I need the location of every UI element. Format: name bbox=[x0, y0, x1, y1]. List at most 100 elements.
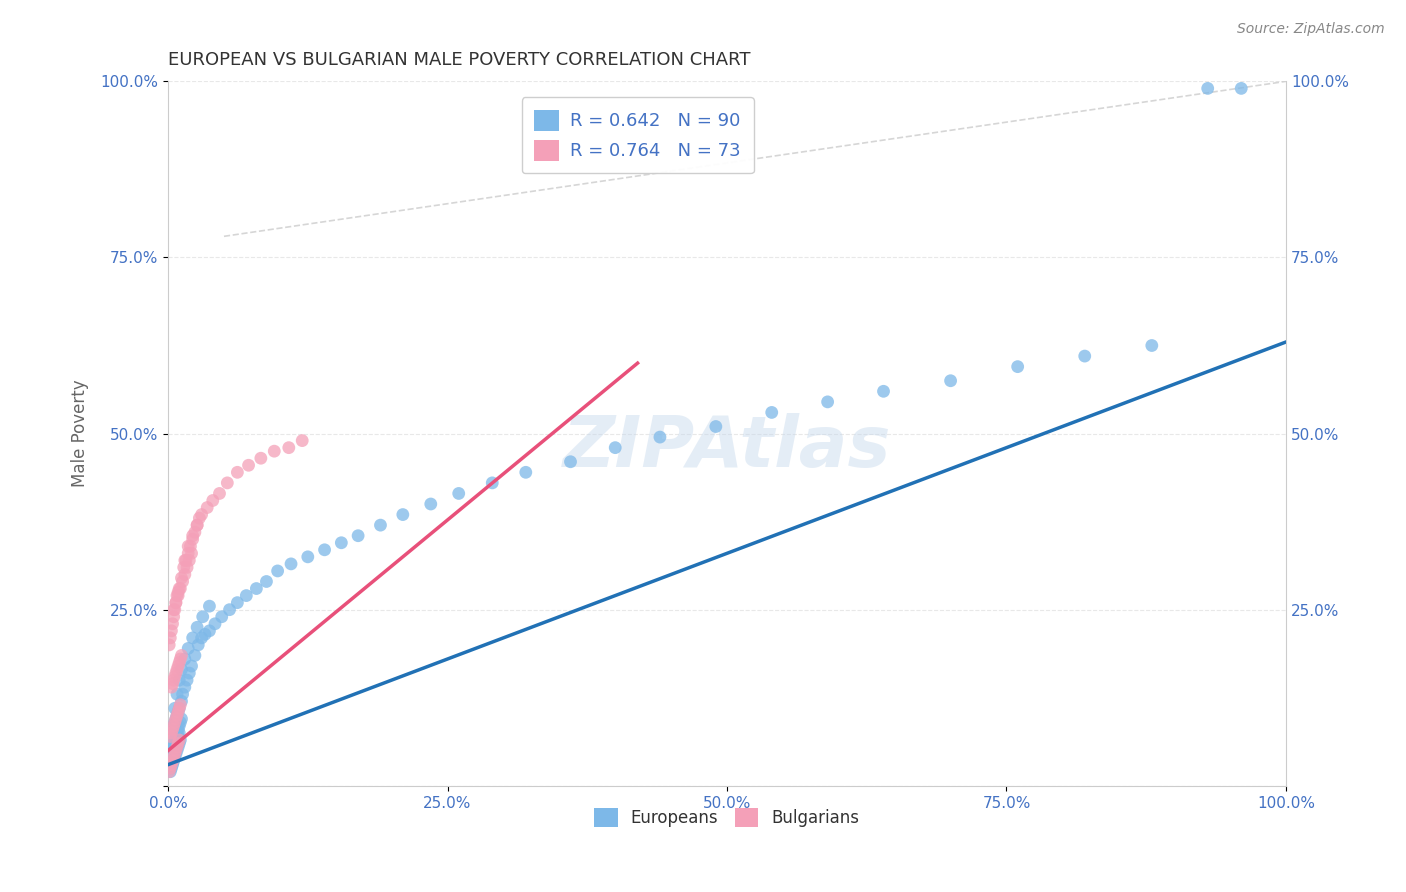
Point bbox=[163, 750, 186, 764]
Point bbox=[160, 750, 183, 764]
Point bbox=[176, 673, 198, 687]
Point bbox=[170, 694, 193, 708]
Point bbox=[515, 465, 537, 479]
Point bbox=[159, 754, 181, 768]
Point bbox=[163, 715, 186, 730]
Point bbox=[165, 743, 187, 757]
Point bbox=[347, 529, 370, 543]
Point bbox=[170, 571, 193, 585]
Point bbox=[163, 754, 186, 768]
Point bbox=[648, 430, 671, 444]
Point bbox=[163, 701, 186, 715]
Point bbox=[1230, 81, 1253, 95]
Point bbox=[184, 648, 207, 663]
Point bbox=[167, 739, 190, 754]
Point bbox=[167, 673, 190, 687]
Point bbox=[245, 582, 267, 596]
Point bbox=[163, 737, 186, 751]
Point bbox=[165, 737, 187, 751]
Point bbox=[266, 564, 288, 578]
Point bbox=[167, 589, 190, 603]
Point bbox=[169, 582, 191, 596]
Point bbox=[163, 670, 186, 684]
Point bbox=[166, 708, 188, 723]
Point bbox=[162, 616, 184, 631]
Point bbox=[167, 701, 190, 715]
Point bbox=[235, 589, 257, 603]
Legend: Europeans, Bulgarians: Europeans, Bulgarians bbox=[588, 801, 866, 834]
Point bbox=[166, 589, 188, 603]
Point bbox=[181, 529, 204, 543]
Point bbox=[159, 730, 181, 744]
Point bbox=[169, 652, 191, 666]
Point bbox=[166, 663, 188, 677]
Point bbox=[1197, 81, 1219, 95]
Point bbox=[166, 687, 188, 701]
Point bbox=[297, 549, 319, 564]
Point bbox=[167, 719, 190, 733]
Point bbox=[163, 739, 186, 754]
Point bbox=[167, 659, 190, 673]
Point bbox=[187, 638, 209, 652]
Point bbox=[165, 730, 187, 744]
Point bbox=[167, 705, 190, 719]
Point bbox=[163, 609, 186, 624]
Point bbox=[167, 726, 190, 740]
Point bbox=[167, 582, 190, 596]
Point bbox=[167, 585, 190, 599]
Point bbox=[817, 395, 839, 409]
Point bbox=[160, 680, 183, 694]
Point bbox=[162, 757, 184, 772]
Point bbox=[160, 624, 183, 638]
Point bbox=[159, 764, 181, 779]
Point bbox=[163, 673, 186, 687]
Point bbox=[167, 723, 190, 737]
Point bbox=[157, 757, 180, 772]
Point bbox=[217, 475, 239, 490]
Point bbox=[173, 553, 195, 567]
Y-axis label: Male Poverty: Male Poverty bbox=[72, 380, 89, 487]
Point bbox=[314, 542, 336, 557]
Point bbox=[163, 602, 186, 616]
Point bbox=[605, 441, 627, 455]
Point bbox=[208, 486, 231, 500]
Point bbox=[160, 743, 183, 757]
Point bbox=[177, 546, 200, 560]
Point bbox=[170, 663, 193, 677]
Point bbox=[159, 631, 181, 645]
Point bbox=[392, 508, 415, 522]
Point bbox=[162, 754, 184, 768]
Point bbox=[201, 493, 224, 508]
Point bbox=[872, 384, 894, 399]
Point bbox=[165, 666, 187, 681]
Point bbox=[190, 631, 212, 645]
Point bbox=[166, 726, 188, 740]
Text: EUROPEAN VS BULGARIAN MALE POVERTY CORRELATION CHART: EUROPEAN VS BULGARIAN MALE POVERTY CORRE… bbox=[169, 51, 751, 69]
Point bbox=[162, 723, 184, 737]
Point bbox=[1140, 338, 1163, 352]
Point bbox=[162, 723, 184, 737]
Point bbox=[370, 518, 392, 533]
Point bbox=[218, 602, 240, 616]
Point bbox=[173, 680, 195, 694]
Point bbox=[191, 609, 214, 624]
Point bbox=[165, 747, 187, 761]
Point bbox=[186, 620, 208, 634]
Point bbox=[204, 616, 226, 631]
Point bbox=[176, 560, 198, 574]
Point bbox=[165, 712, 187, 726]
Point bbox=[163, 602, 186, 616]
Point bbox=[177, 539, 200, 553]
Point bbox=[163, 747, 186, 761]
Point bbox=[256, 574, 278, 589]
Point bbox=[211, 609, 233, 624]
Point bbox=[238, 458, 260, 473]
Point bbox=[167, 701, 190, 715]
Point bbox=[169, 715, 191, 730]
Point bbox=[165, 596, 187, 610]
Point bbox=[166, 743, 188, 757]
Text: ZIPAtlas: ZIPAtlas bbox=[562, 413, 891, 483]
Point bbox=[180, 659, 202, 673]
Point bbox=[162, 676, 184, 690]
Point bbox=[174, 553, 197, 567]
